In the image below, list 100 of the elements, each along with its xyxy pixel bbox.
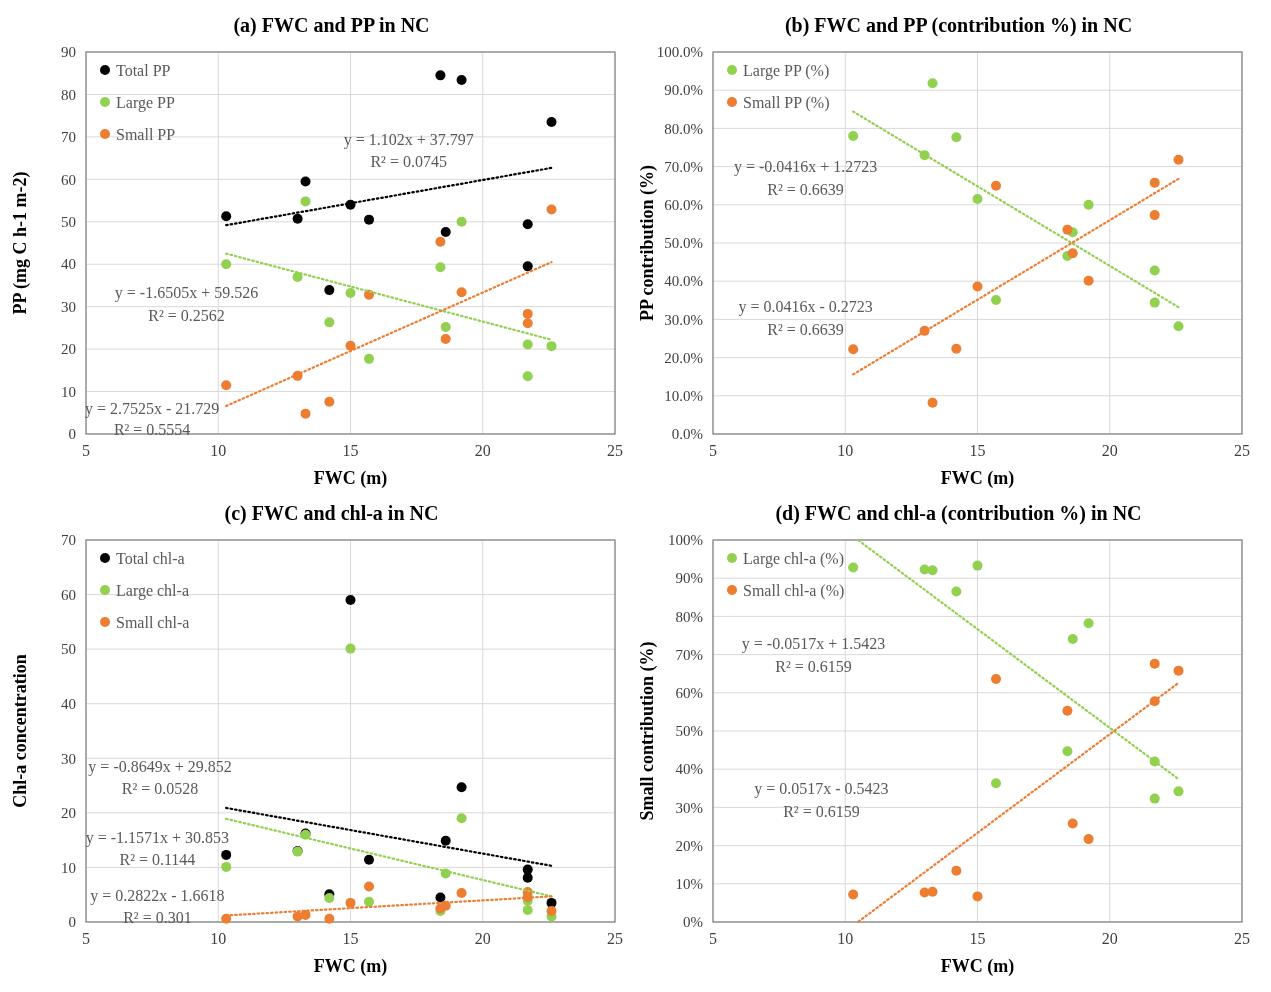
point [300, 408, 311, 419]
x-tick-label: 20 [474, 442, 491, 459]
point [440, 835, 451, 846]
point [522, 904, 533, 915]
x-tick-label: 15 [969, 442, 986, 459]
point [1062, 224, 1073, 235]
y-tick-label: 70.0% [664, 158, 703, 175]
x-tick-label: 25 [1234, 442, 1250, 459]
point [221, 861, 232, 872]
point [522, 308, 533, 319]
annotation: R² = 0.2562 [148, 306, 225, 324]
point [435, 262, 446, 273]
y-tick-label: 0% [683, 914, 703, 931]
x-axis-title: FWC (m) [940, 956, 1015, 977]
y-tick-label: 100% [668, 532, 703, 549]
point [951, 343, 962, 354]
point [972, 194, 983, 205]
x-tick-label: 25 [1234, 930, 1250, 947]
point [522, 371, 533, 382]
point [364, 854, 375, 865]
point [1149, 658, 1160, 669]
y-tick-label: 40 [61, 695, 76, 712]
point [848, 344, 859, 355]
annotation: R² = 0.6639 [767, 320, 844, 338]
point [364, 881, 375, 892]
point [1149, 793, 1160, 804]
point [456, 287, 467, 298]
legend-label: Small chl-a [116, 613, 190, 631]
point [440, 333, 451, 344]
annotation: y = 0.0517x - 0.5423 [754, 779, 889, 798]
point [927, 78, 938, 89]
point [1062, 705, 1073, 716]
legend-label: Total chl-a [116, 549, 185, 567]
x-tick-label: 10 [837, 930, 854, 947]
y-axis-title: Small contribution (%) [637, 641, 658, 821]
annotation: R² = 0.6159 [775, 657, 852, 675]
y-tick-label: 90 [61, 44, 76, 61]
point [1149, 177, 1160, 188]
x-axis-title: FWC (m) [940, 468, 1015, 489]
y-tick-label: 50 [61, 641, 76, 658]
annotation: R² = 0.0745 [370, 152, 447, 170]
annotation: y = 2.7525x - 21.729 [84, 400, 220, 419]
annotation: y = 0.2822x - 1.6618 [90, 887, 225, 906]
y-tick-label: 80 [61, 86, 76, 103]
y-tick-label: 70 [61, 532, 76, 549]
x-tick-label: 20 [474, 930, 491, 947]
x-tick-label: 5 [709, 930, 717, 947]
point [522, 339, 533, 350]
y-axis-title: PP (mg C h-1 m-2) [10, 171, 31, 315]
point [951, 132, 962, 143]
point [345, 897, 356, 908]
point [951, 586, 962, 597]
point [927, 397, 938, 408]
point [345, 340, 356, 351]
point [991, 294, 1002, 305]
point [1149, 265, 1160, 276]
x-tick-label: 20 [1101, 442, 1118, 459]
y-tick-label: 40 [61, 256, 76, 273]
legend-label: Large chl-a (%) [743, 549, 844, 568]
y-tick-label: 60 [61, 171, 76, 188]
point [435, 236, 446, 247]
point [292, 213, 303, 224]
point [1067, 248, 1078, 259]
annotation: y = -1.1571x + 30.853 [85, 829, 230, 848]
x-tick-label: 25 [607, 930, 623, 947]
legend-label: Large chl-a [116, 581, 189, 600]
y-tick-label: 60.0% [664, 197, 703, 214]
point [364, 896, 375, 907]
y-tick-label: 10.0% [664, 388, 703, 405]
point [927, 886, 938, 897]
y-tick-label: 20 [61, 341, 76, 358]
point [1173, 154, 1184, 165]
point [546, 906, 557, 917]
legend-label: Large PP (%) [743, 61, 830, 80]
point [522, 261, 533, 272]
y-tick-label: 10 [61, 859, 76, 876]
point [848, 562, 859, 573]
point [1083, 275, 1094, 286]
annotation: R² = 0.0528 [121, 779, 199, 797]
y-tick-label: 50 [61, 214, 76, 231]
chart-title: (b) FWC and PP (contribution %) in NC [784, 14, 1133, 37]
x-tick-label: 5 [709, 442, 717, 459]
point [324, 913, 335, 924]
y-tick-label: 10% [675, 876, 703, 893]
point [221, 211, 232, 222]
x-tick-label: 5 [82, 442, 90, 459]
y-tick-label: 60 [61, 586, 76, 603]
chart-title: (d) FWC and chl-a (contribution %) in NC [775, 502, 1142, 525]
y-tick-label: 40% [675, 761, 703, 778]
annotation: y = -0.0517x + 1.5423 [741, 634, 886, 653]
point [522, 872, 533, 883]
chart-title: (c) FWC and chl-a in NC [224, 502, 439, 525]
y-tick-label: 20 [61, 805, 76, 822]
point [435, 70, 446, 81]
point [364, 214, 375, 225]
y-tick-label: 80% [675, 608, 703, 625]
x-tick-label: 20 [1101, 930, 1118, 947]
annotation: y = 0.0416x - 0.2723 [738, 297, 873, 316]
point [221, 913, 232, 924]
y-tick-label: 50.0% [664, 235, 703, 252]
